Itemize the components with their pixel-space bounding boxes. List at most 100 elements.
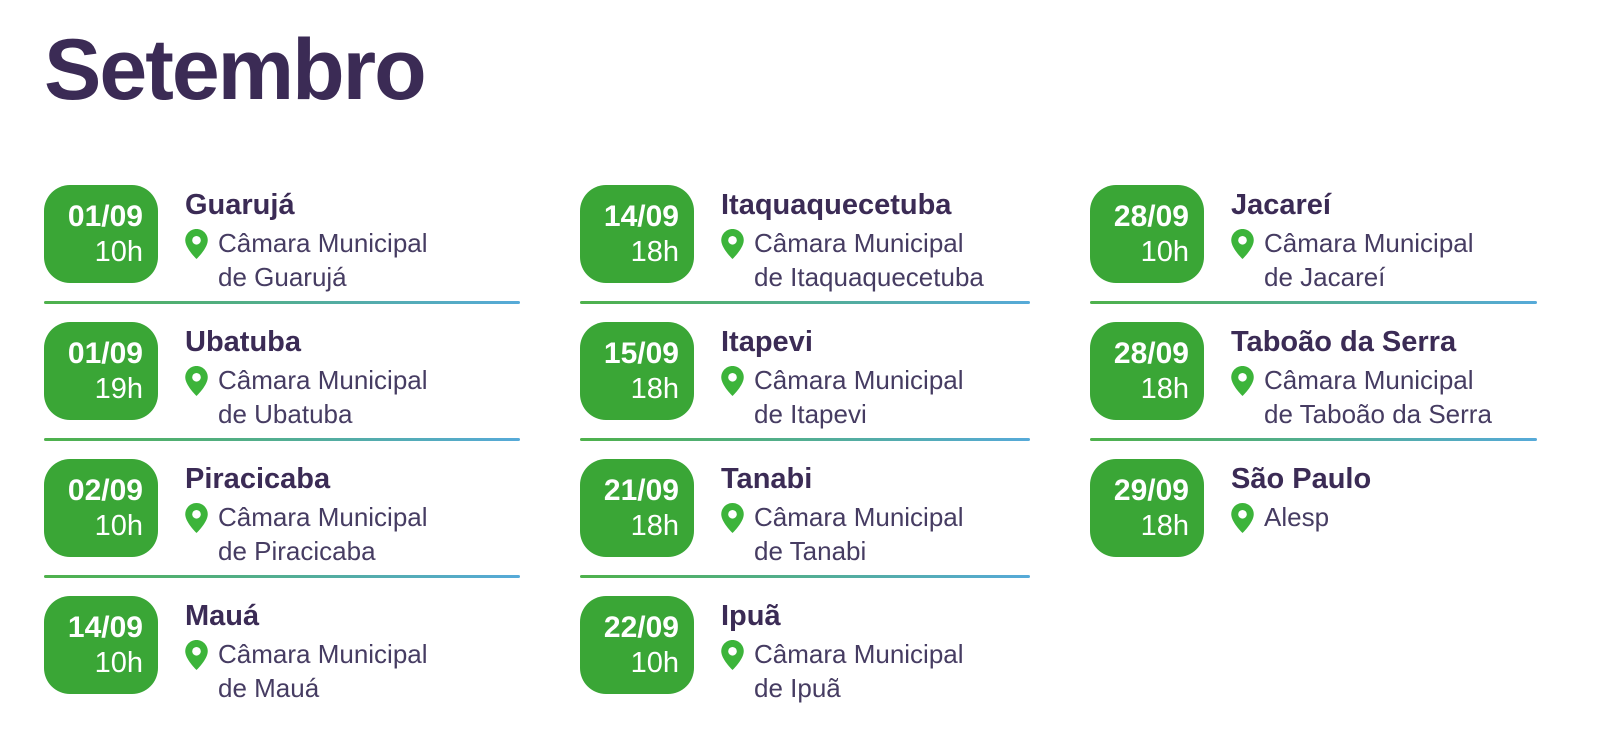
date-badge: 14/09 18h (580, 185, 694, 284)
event-details: Itapevi Câmara Municipal de Itapevi (721, 322, 992, 438)
event-location-row: Câmara Municipal de Jacareí (1231, 226, 1502, 294)
event-details: Mauá Câmara Municipal de Mauá (185, 596, 456, 712)
event-location-row: Câmara Municipal de Itaquaquecetuba (721, 226, 992, 294)
event-date: 21/09 (603, 473, 679, 507)
location-pin-icon (185, 229, 208, 260)
event-city: Itapevi (721, 326, 813, 359)
event-card: 28/09 10h Jacareí Câmara Municipal de Ja… (1090, 185, 1537, 301)
event-divider (580, 438, 1030, 442)
event-location: Câmara Municipal de Guarujá (218, 228, 428, 293)
location-pin-icon (185, 640, 208, 671)
location-pin-icon (721, 503, 744, 534)
date-badge: 22/09 10h (580, 596, 694, 695)
event-divider (1090, 301, 1537, 305)
location-pin-icon (1231, 229, 1254, 260)
event-city: Ubatuba (185, 326, 301, 359)
event-time: 10h (1140, 235, 1189, 268)
location-pin-icon (1231, 503, 1254, 534)
event-city: Guarujá (185, 189, 295, 222)
event-card: 21/09 18h Tanabi Câmara Municipal de Tan… (580, 459, 1030, 575)
event-city: Jacareí (1231, 189, 1331, 222)
event-location: Câmara Municipal de Mauá (218, 639, 428, 704)
event-time: 19h (94, 372, 143, 405)
event-details: Guarujá Câmara Municipal de Guarujá (185, 185, 456, 301)
date-badge: 28/09 18h (1090, 322, 1204, 421)
event-time: 18h (1140, 372, 1189, 405)
event-location: Câmara Municipal de Piracicaba (218, 502, 428, 567)
event-details: Ubatuba Câmara Municipal de Ubatuba (185, 322, 456, 438)
date-badge: 01/09 10h (44, 185, 158, 284)
event-location: Câmara Municipal de Ubatuba (218, 365, 428, 430)
page: Setembro 01/09 10h Guarujá Câmara Munici… (44, 22, 1537, 712)
event-details: Itaquaquecetuba Câmara Municipal de Itaq… (721, 185, 992, 301)
event-card: 29/09 18h São Paulo Alesp (1090, 459, 1537, 575)
location-pin-icon (721, 366, 744, 397)
event-divider (44, 575, 520, 579)
event-location-row: Câmara Municipal de Taboão da Serra (1231, 363, 1502, 431)
event-divider (580, 575, 1030, 579)
location-pin-icon (721, 640, 744, 671)
event-city: Itaquaquecetuba (721, 189, 952, 222)
event-card: 28/09 18h Taboão da Serra Câmara Municip… (1090, 322, 1537, 438)
event-location: Câmara Municipal de Ipuã (754, 639, 964, 704)
event-details: São Paulo Alesp (1231, 459, 1371, 575)
event-date: 01/09 (67, 336, 143, 370)
event-time: 18h (1140, 509, 1189, 542)
event-location: Câmara Municipal de Itapevi (754, 365, 964, 430)
event-card: 14/09 18h Itaquaquecetuba Câmara Municip… (580, 185, 1030, 301)
page-title: Setembro (44, 22, 427, 118)
location-pin-icon (185, 503, 208, 534)
date-badge: 28/09 10h (1090, 185, 1204, 284)
event-city: São Paulo (1231, 463, 1372, 496)
event-location: Câmara Municipal de Taboão da Serra (1264, 365, 1492, 430)
events-column: 14/09 18h Itaquaquecetuba Câmara Municip… (580, 185, 1030, 712)
events-column: 01/09 10h Guarujá Câmara Municipal de Gu… (44, 185, 520, 712)
date-badge: 21/09 18h (580, 459, 694, 558)
event-details: Taboão da Serra Câmara Municipal de Tabo… (1231, 322, 1502, 438)
event-card: 01/09 10h Guarujá Câmara Municipal de Gu… (44, 185, 520, 301)
event-location-row: Câmara Municipal de Ipuã (721, 637, 992, 705)
event-divider (44, 301, 520, 305)
event-divider (44, 438, 520, 442)
event-date: 14/09 (67, 610, 143, 644)
date-badge: 15/09 18h (580, 322, 694, 421)
event-details: Tanabi Câmara Municipal de Tanabi (721, 459, 992, 575)
event-city: Ipuã (721, 600, 781, 633)
event-details: Jacareí Câmara Municipal de Jacareí (1231, 185, 1502, 301)
event-details: Piracicaba Câmara Municipal de Piracicab… (185, 459, 456, 575)
event-divider (1090, 438, 1537, 442)
event-location: Câmara Municipal de Jacareí (1264, 228, 1474, 293)
event-time: 10h (630, 646, 679, 679)
events-column: 28/09 10h Jacareí Câmara Municipal de Ja… (1090, 185, 1537, 712)
event-date: 01/09 (67, 199, 143, 233)
date-badge: 29/09 18h (1090, 459, 1204, 558)
event-card: 22/09 10h Ipuã Câmara Municipal de Ipuã (580, 596, 1030, 712)
event-card: 02/09 10h Piracicaba Câmara Municipal de… (44, 459, 520, 575)
event-date: 28/09 (1113, 199, 1189, 233)
event-city: Piracicaba (185, 463, 331, 496)
event-time: 18h (630, 372, 679, 405)
location-pin-icon (185, 366, 208, 397)
event-location-row: Alesp (1231, 500, 1371, 534)
event-location: Câmara Municipal de Itaquaquecetuba (754, 228, 984, 293)
date-badge: 02/09 10h (44, 459, 158, 558)
date-badge: 14/09 10h (44, 596, 158, 695)
event-location-row: Câmara Municipal de Mauá (185, 637, 456, 705)
date-badge: 01/09 19h (44, 322, 158, 421)
event-card: 15/09 18h Itapevi Câmara Municipal de It… (580, 322, 1030, 438)
event-location-row: Câmara Municipal de Itapevi (721, 363, 992, 431)
event-time: 18h (630, 509, 679, 542)
location-pin-icon (1231, 366, 1254, 397)
event-time: 10h (94, 646, 143, 679)
event-location-row: Câmara Municipal de Guarujá (185, 226, 456, 294)
event-date: 14/09 (603, 199, 679, 233)
event-date: 02/09 (67, 473, 143, 507)
event-location-row: Câmara Municipal de Piracicaba (185, 500, 456, 568)
event-time: 18h (630, 235, 679, 268)
event-date: 22/09 (603, 610, 679, 644)
event-location: Alesp (1264, 502, 1330, 533)
event-city: Mauá (185, 600, 260, 633)
event-date: 28/09 (1113, 336, 1189, 370)
event-time: 10h (94, 235, 143, 268)
event-card: 01/09 19h Ubatuba Câmara Municipal de Ub… (44, 322, 520, 438)
